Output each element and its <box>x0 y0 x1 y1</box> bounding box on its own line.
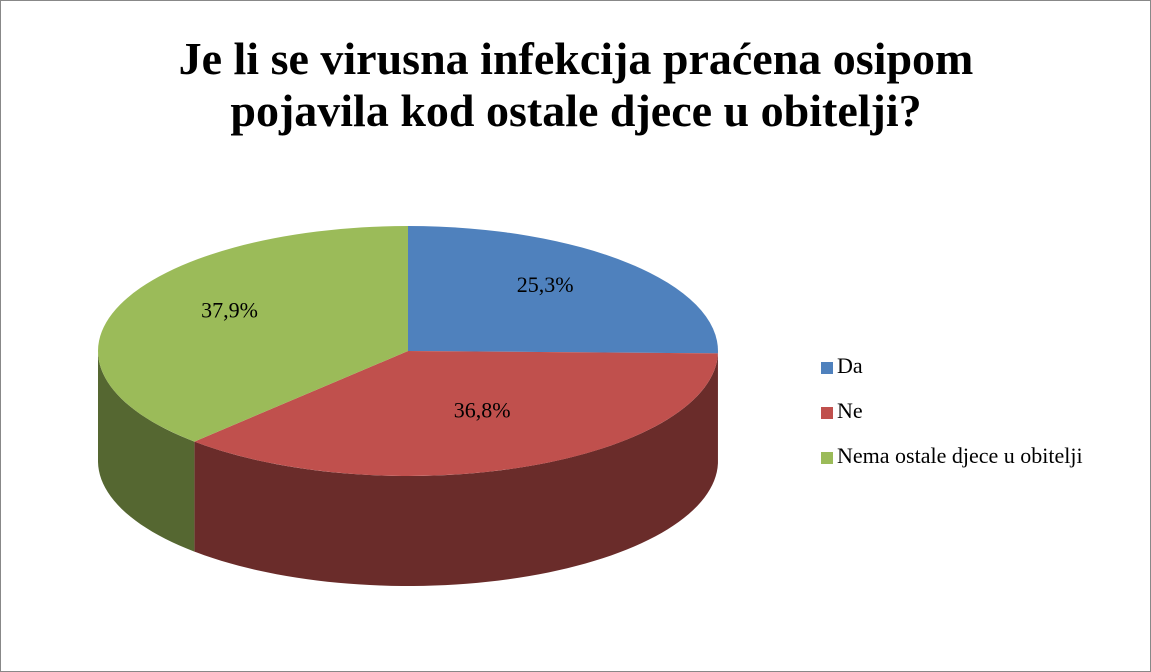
slice <box>194 351 718 476</box>
legend-label: Nema ostale djece u obitelji <box>837 443 1083 468</box>
data-label: 36,8% <box>454 398 511 423</box>
legend-swatch <box>821 452 833 464</box>
legend-swatch <box>821 407 833 419</box>
legend-label: Da <box>837 353 863 378</box>
chart-title: Je li se virusna infekcija praćena osipo… <box>178 33 974 136</box>
slice <box>408 226 719 354</box>
slice-side <box>98 351 195 552</box>
legend-label: Ne <box>837 398 863 423</box>
slice <box>97 226 408 442</box>
data-label: 37,9% <box>201 297 258 322</box>
data-label: 25,3% <box>517 272 574 297</box>
slice-side <box>194 353 718 586</box>
legend-swatch <box>821 362 833 374</box>
